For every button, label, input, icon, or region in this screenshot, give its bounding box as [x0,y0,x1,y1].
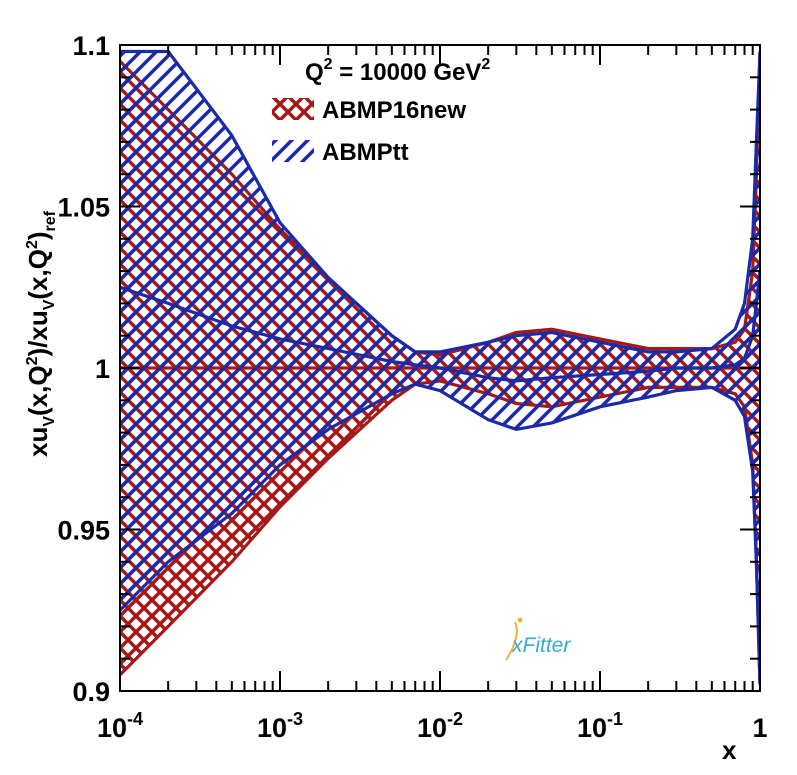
lower-edge-abmptt [120,382,760,685]
svg-text:xFitter: xFitter [511,634,571,657]
y-tick-label: 0.9 [72,677,110,707]
y-tick-label: 0.95 [57,516,110,546]
x-tick-label: 10-2 [417,709,463,743]
y-tick-label: 1.05 [57,193,110,223]
legend-entry-abmptt: ABMPtt [272,139,409,166]
legend-label-abmp16new: ABMP16new [322,97,466,124]
y-tick-label: 1 [95,354,110,384]
legend-swatch-abmp16new [272,98,314,120]
y-tick-label: 1.1 [72,31,110,61]
legend-swatch-abmptt [272,140,314,162]
y-axis-title: xuV(x,Q2)/xuV(x,Q2)ref [23,210,59,457]
x-tick-label: 10-4 [97,709,143,743]
chart-title: Q2 = 10000 GeV2 [305,56,490,86]
x-tick-label: 10-3 [257,709,303,743]
central-line-abmptt [120,270,760,383]
x-axis-title: x [722,735,737,765]
xfitter-logo: xFitter [505,617,571,661]
x-tick-label: 10-1 [577,709,623,743]
legend: ABMP16new ABMPtt [272,97,466,166]
legend-entry-abmp16new: ABMP16new [272,97,466,124]
x-tick-label: 1 [752,713,767,743]
upper-edge-abmptt [120,49,760,354]
legend-label-abmptt: ABMPtt [322,139,409,166]
